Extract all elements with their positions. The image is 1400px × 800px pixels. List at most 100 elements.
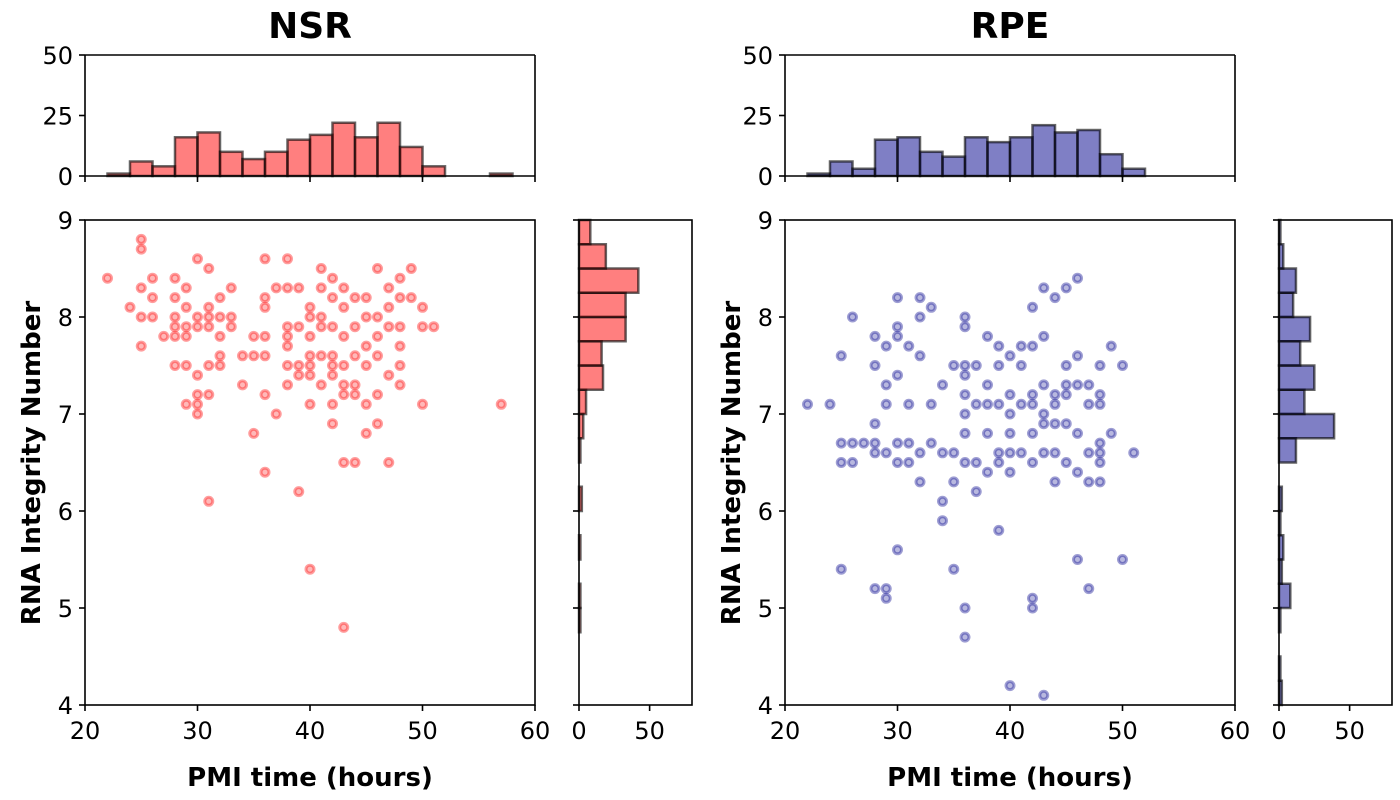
scatter-point [959, 389, 971, 401]
y-tick-label: 6 [58, 498, 73, 526]
scatter-point [914, 292, 926, 304]
scatter-point [327, 418, 338, 430]
scatter-point [1083, 583, 1095, 595]
scatter-point [903, 457, 915, 468]
scatter-point [993, 457, 1005, 468]
scatter-point [835, 350, 847, 362]
scatter-point [948, 476, 960, 488]
x-hist-y-tick-label: 25 [42, 103, 73, 131]
scatter-point [1038, 689, 1050, 701]
scatter-point [147, 311, 158, 323]
scatter-point [203, 360, 215, 371]
scatter-point [1072, 350, 1083, 362]
scatter-point [248, 330, 260, 342]
y-hist-bar [1277, 291, 1295, 319]
scatter-point [327, 292, 338, 304]
scatter-point [959, 408, 971, 420]
scatter-point [835, 457, 847, 468]
scatter-point [1015, 340, 1027, 352]
scatter-point [914, 350, 926, 362]
scatter-point [495, 398, 507, 410]
scatter-point [1038, 330, 1050, 342]
scatter-point [147, 272, 158, 284]
scatter-point [1038, 408, 1050, 420]
scatter-point [338, 389, 350, 401]
scatter-point [304, 563, 316, 575]
scatter-point [270, 408, 282, 420]
x-tick-label: 50 [1107, 717, 1138, 745]
scatter-point [869, 418, 881, 430]
scatter-point [835, 437, 847, 449]
y-tick-label: 6 [758, 498, 773, 526]
scatter-point [959, 457, 971, 468]
x-hist-y-tick-label: 50 [42, 42, 73, 70]
scatter-point [338, 621, 350, 633]
scatter-point [959, 369, 971, 381]
scatter-point [1105, 340, 1117, 352]
scatter-point [372, 263, 383, 274]
scatter-point [293, 369, 305, 381]
scatter-point [1027, 389, 1038, 401]
scatter-point [982, 330, 993, 342]
scatter-point [360, 360, 372, 371]
scatter-point [203, 263, 215, 274]
scatter-point [180, 321, 192, 333]
scatter-point [880, 340, 892, 352]
scatter-point [315, 321, 327, 333]
rpe-title: RPE [971, 6, 1050, 47]
rpe-scatter-plot: 20 30 40 50 60 4 5 6 7 8 9 [758, 207, 1251, 745]
scatter-point [982, 379, 993, 391]
scatter-point [1038, 379, 1050, 391]
scatter-point [1117, 554, 1128, 565]
scatter-point [169, 272, 181, 284]
y-hist-bar [1277, 582, 1292, 610]
scatter-point [914, 447, 926, 459]
scatter-point [880, 379, 892, 391]
scatter-point [192, 408, 203, 420]
y-hist-bar [1277, 437, 1298, 464]
scatter-point [282, 340, 293, 352]
scatter-point [293, 486, 305, 498]
x-hist-bar [1121, 167, 1147, 178]
scatter-point [892, 369, 903, 381]
scatter-point [338, 330, 350, 342]
x-hist-y-tick-label: 0 [758, 163, 773, 191]
scatter-point [192, 321, 203, 333]
scatter-point [1072, 272, 1083, 284]
x-hist-bar [173, 136, 199, 178]
x-hist-bar [241, 157, 267, 178]
scatter-point [869, 360, 881, 371]
rpe-y-histogram: 0 50 [1271, 218, 1393, 745]
scatter-point [993, 524, 1005, 536]
scatter-point [970, 398, 982, 410]
scatter-point [214, 311, 226, 323]
x-hist-bar [196, 131, 222, 178]
y-hist-bar [1277, 388, 1306, 416]
scatter-point [993, 447, 1005, 459]
scatter-point [1094, 398, 1106, 410]
y-tick-label: 7 [758, 401, 773, 429]
scatter-point [1015, 398, 1027, 410]
scatter-point [315, 263, 327, 274]
scatter-point [903, 340, 915, 352]
scatter-point [869, 330, 881, 342]
scatter-point [270, 282, 282, 294]
scatter-point [394, 321, 406, 333]
scatter-point [327, 360, 338, 371]
x-hist-bar [331, 121, 357, 178]
scatter-point [982, 398, 993, 410]
scatter-point [959, 631, 971, 643]
scatter-point [259, 466, 271, 478]
scatter-point [1004, 447, 1016, 459]
scatter-point [925, 301, 937, 313]
x-tick-label: 40 [995, 717, 1026, 745]
scatter-point [925, 437, 937, 449]
scatter-point [180, 398, 192, 410]
y-hist-bar [577, 291, 627, 319]
x-tick-label: 30 [882, 717, 913, 745]
y-hist-bar [577, 267, 640, 294]
x-tick-label: 20 [70, 717, 101, 745]
scatter-point [338, 457, 350, 468]
scatter-point [1004, 466, 1016, 478]
scatter-point [259, 253, 271, 265]
